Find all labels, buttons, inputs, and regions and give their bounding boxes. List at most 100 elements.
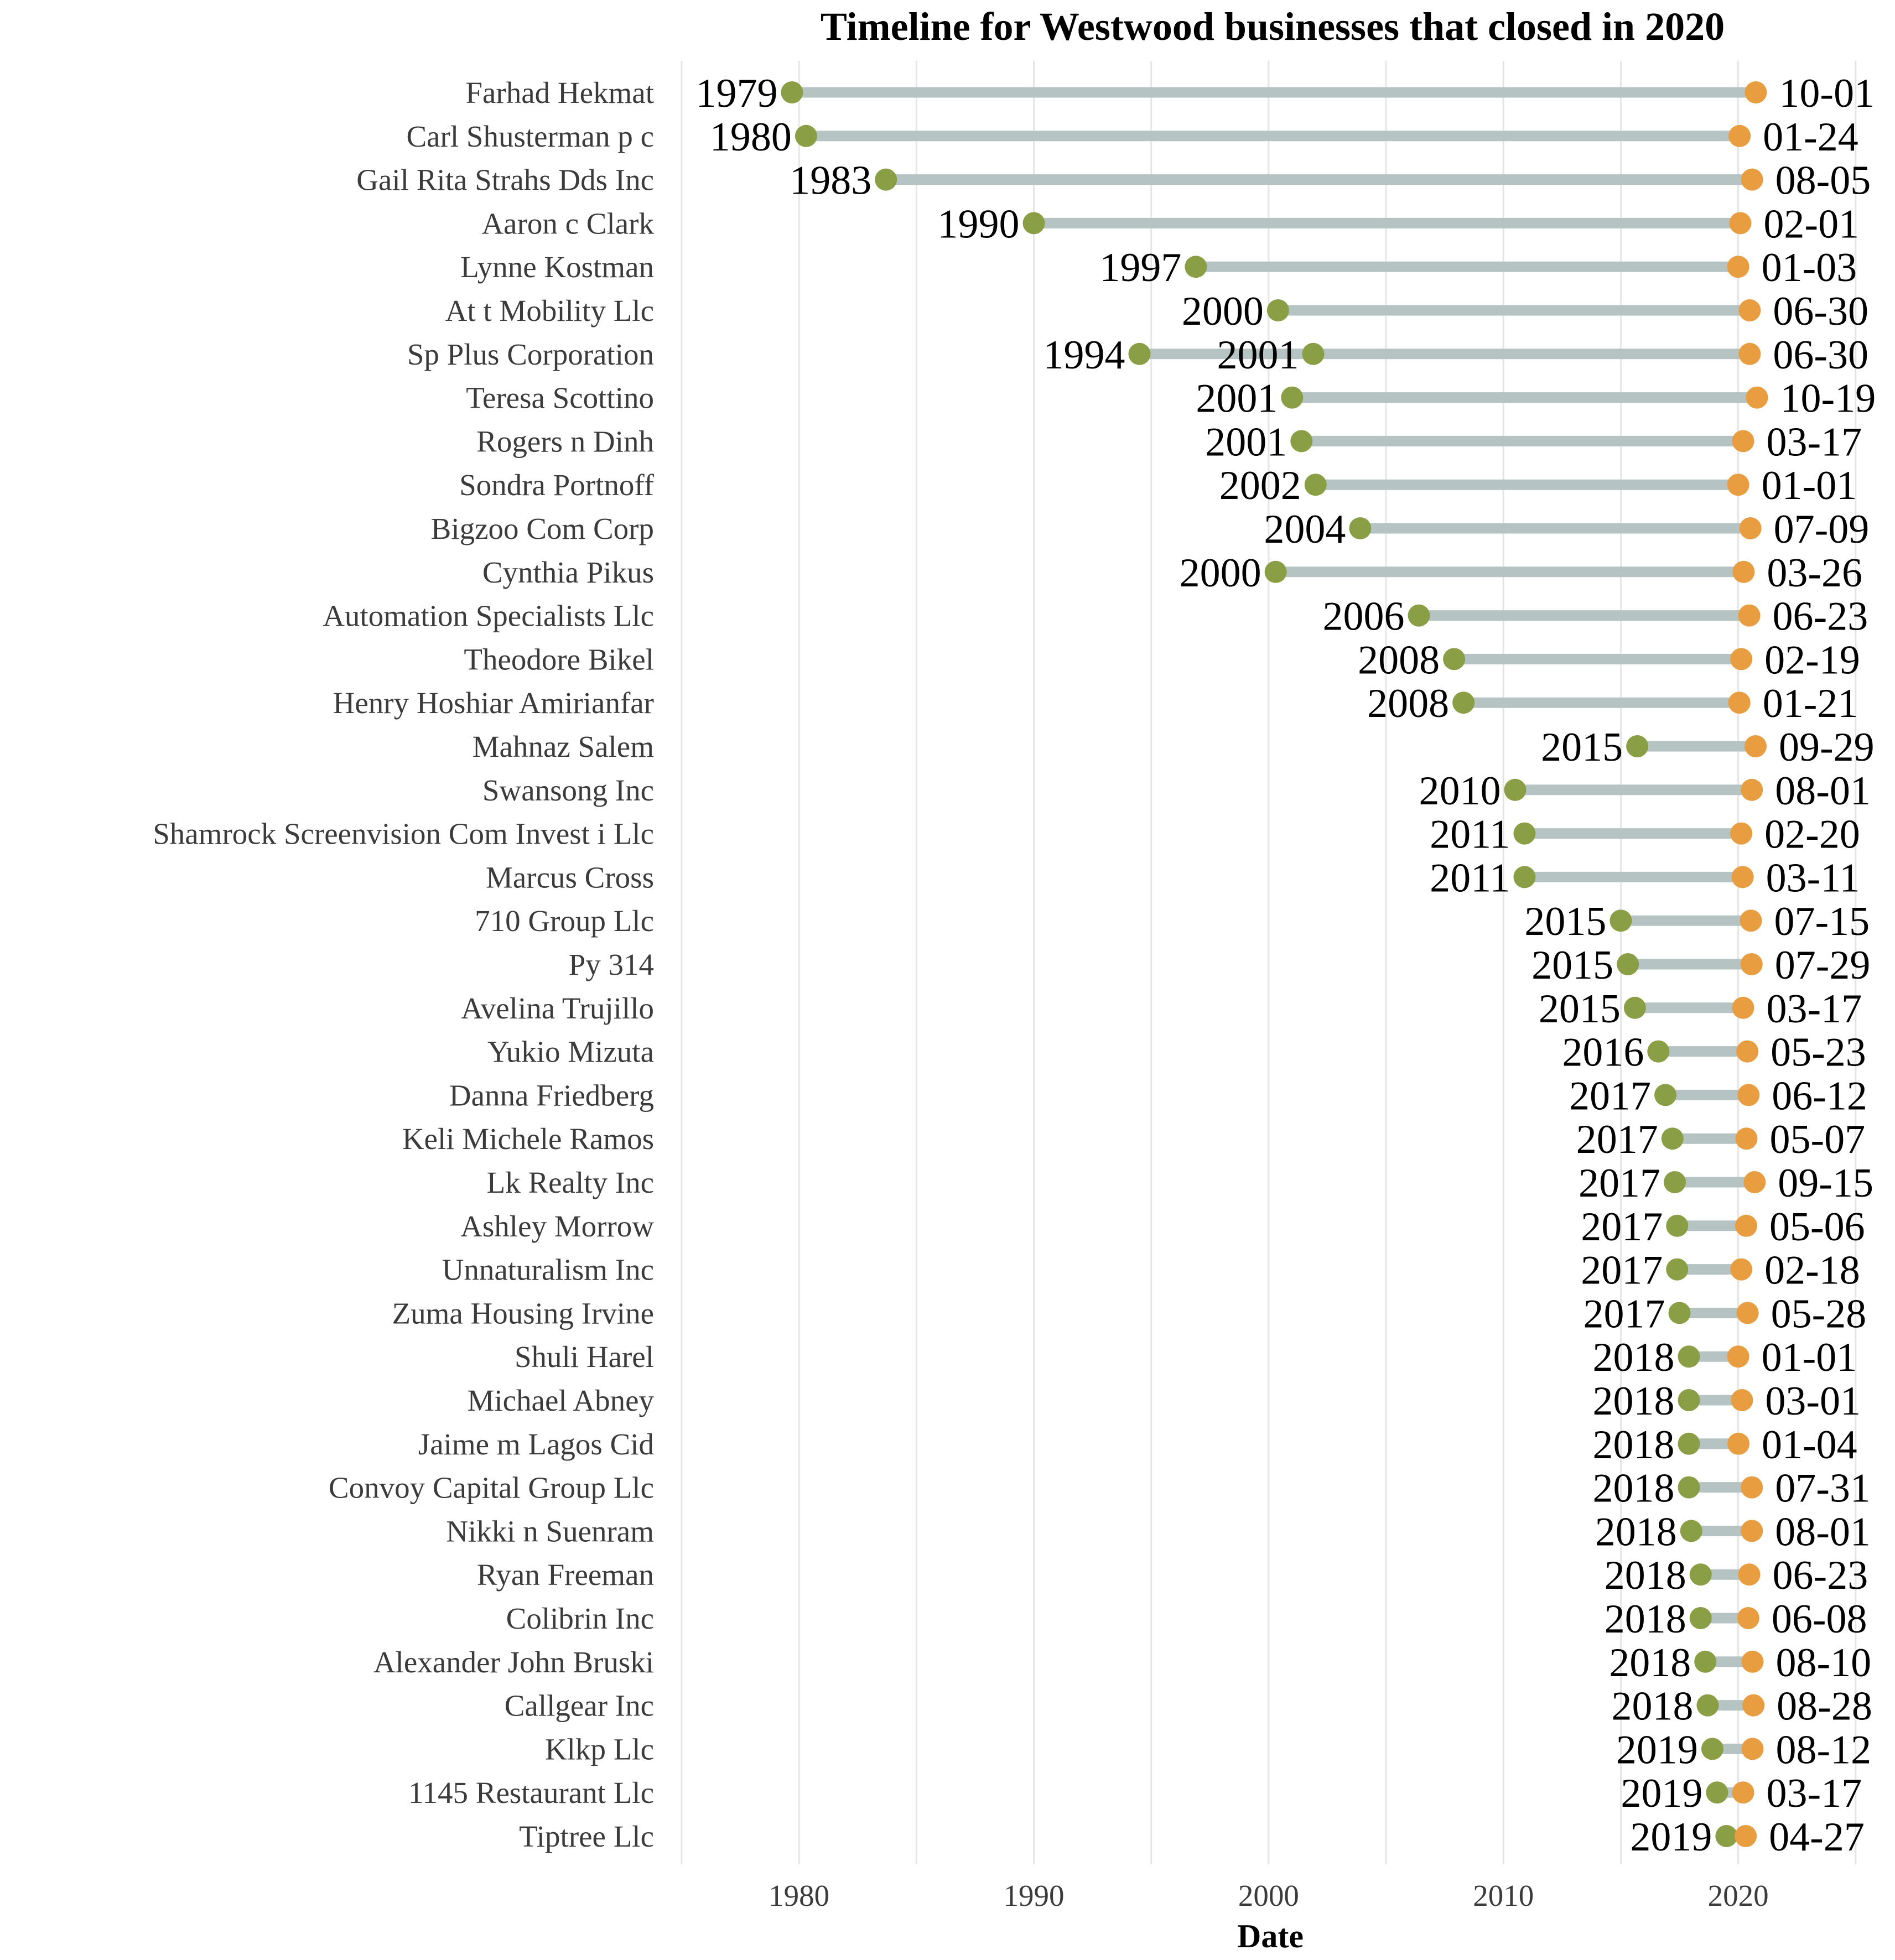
business-name-label: Gail Rita Strahs Dds Inc — [356, 163, 654, 197]
business-name-label: Cynthia Pikus — [482, 555, 654, 589]
start-year-label: 1983 — [790, 158, 871, 204]
x-tick-label: 2000 — [1238, 1879, 1299, 1912]
end-point — [1741, 1738, 1764, 1760]
start-year-label: 2019 — [1616, 1727, 1698, 1772]
start-point — [1408, 604, 1430, 627]
end-point — [1735, 1127, 1758, 1150]
end-point — [1745, 81, 1767, 103]
start-year-label: 2008 — [1358, 637, 1440, 683]
end-date-label: 02-19 — [1764, 637, 1860, 683]
end-date-label: 01-03 — [1762, 245, 1857, 290]
points — [781, 81, 1768, 1847]
start-point — [1661, 1127, 1684, 1150]
start-point — [875, 168, 897, 191]
end-date-label: 03-17 — [1767, 419, 1862, 465]
end-date-label: 01-01 — [1762, 463, 1857, 508]
business-name-label: Lk Realty Inc — [487, 1166, 654, 1199]
end-date-label: 01-01 — [1762, 1335, 1857, 1380]
end-date-label: 06-12 — [1772, 1073, 1867, 1119]
end-point — [1737, 1084, 1760, 1106]
start-year-label: 2004 — [1264, 507, 1346, 552]
end-point — [1727, 256, 1749, 278]
end-point — [1731, 866, 1754, 888]
end-date-label: 08-05 — [1775, 158, 1871, 204]
business-name-label: 1145 Restaurant Llc — [408, 1776, 654, 1810]
business-name-label: Swansong Inc — [482, 773, 654, 807]
end-point — [1746, 386, 1768, 409]
business-name-label: Carl Shusterman p c — [406, 119, 654, 153]
end-point — [1732, 430, 1754, 453]
start-year-label: 2017 — [1579, 1161, 1660, 1206]
business-name-label: Ryan Freeman — [477, 1558, 654, 1592]
end-date-label: 06-30 — [1773, 289, 1868, 334]
start-point — [1666, 1258, 1689, 1281]
start-point — [781, 81, 803, 103]
start-year-label: 2002 — [1219, 463, 1301, 508]
end-point — [1736, 1040, 1759, 1063]
end-point — [1740, 953, 1763, 975]
end-date-label: 01-24 — [1763, 115, 1858, 160]
start-year-label: 2017 — [1584, 1291, 1665, 1337]
start-year-label: 2018 — [1605, 1597, 1686, 1642]
x-tick-label: 2010 — [1473, 1879, 1534, 1912]
end-date-label: 07-15 — [1774, 899, 1870, 944]
business-name-label: Nikki n Suenram — [446, 1514, 654, 1548]
chart-title: Timeline for Westwood businesses that cl… — [821, 4, 1725, 49]
start-point — [1678, 1432, 1700, 1455]
end-point — [1741, 1520, 1763, 1542]
start-point — [1701, 1738, 1723, 1760]
end-date-label: 06-30 — [1773, 332, 1868, 378]
start-point — [1443, 648, 1466, 670]
end-point — [1745, 735, 1767, 757]
start-point — [1290, 430, 1313, 453]
start-year-label: 2018 — [1609, 1640, 1691, 1686]
end-point — [1736, 1302, 1759, 1324]
end-date-label: 09-15 — [1778, 1161, 1873, 1206]
business-name-label: Unnaturalism Inc — [442, 1253, 654, 1287]
start-year-label: 1980 — [710, 115, 792, 160]
start-point — [1689, 1607, 1712, 1629]
start-point — [1504, 778, 1527, 801]
end-point — [1739, 517, 1762, 539]
start-point — [1610, 909, 1632, 932]
business-name-label: Aaron c Clark — [481, 206, 654, 240]
business-name-label: Bigzoo Com Corp — [431, 512, 654, 545]
end-point — [1727, 1345, 1749, 1368]
business-name-label: Rogers n Dinh — [476, 424, 654, 458]
start-point — [1666, 1214, 1689, 1237]
start-point — [1664, 1171, 1686, 1193]
end-point — [1741, 778, 1763, 801]
end-point — [1727, 474, 1749, 496]
start-year-label: 1994 — [1043, 332, 1125, 378]
start-year-label: 2017 — [1581, 1248, 1663, 1293]
end-point — [1732, 1781, 1754, 1804]
end-date-label: 02-18 — [1764, 1248, 1860, 1293]
start-point — [1626, 735, 1649, 757]
end-date-label: 06-08 — [1772, 1597, 1867, 1642]
end-point — [1741, 1650, 1764, 1673]
end-date-label: 04-27 — [1769, 1815, 1865, 1860]
end-date-label: 07-29 — [1775, 943, 1871, 988]
start-year-label: 2017 — [1581, 1204, 1663, 1250]
start-year-label: 2018 — [1595, 1509, 1677, 1555]
start-year-label: 2018 — [1605, 1553, 1686, 1598]
end-date-label: 03-01 — [1765, 1379, 1861, 1424]
start-point — [1706, 1781, 1728, 1804]
business-name-label: Ashley Morrow — [460, 1209, 654, 1243]
start-year-label: 1997 — [1099, 245, 1181, 290]
end-date-label: 03-11 — [1766, 855, 1860, 901]
start-point — [1185, 256, 1207, 278]
business-name-label: Mahnaz Salem — [473, 730, 654, 763]
start-point — [1128, 342, 1151, 365]
business-name-label: Convoy Capital Group Llc — [329, 1471, 654, 1505]
end-date-label: 06-23 — [1773, 1553, 1868, 1598]
business-name-label: Alexander John Bruski — [373, 1645, 654, 1679]
business-name-label: At t Mobility Llc — [445, 294, 654, 327]
end-point — [1738, 604, 1761, 627]
segments — [792, 87, 1757, 1842]
x-tick-label: 1980 — [769, 1879, 829, 1912]
start-year-label: 2016 — [1562, 1030, 1644, 1075]
business-name-label: Callgear Inc — [505, 1689, 654, 1723]
x-tick-label: 1990 — [1004, 1879, 1065, 1912]
